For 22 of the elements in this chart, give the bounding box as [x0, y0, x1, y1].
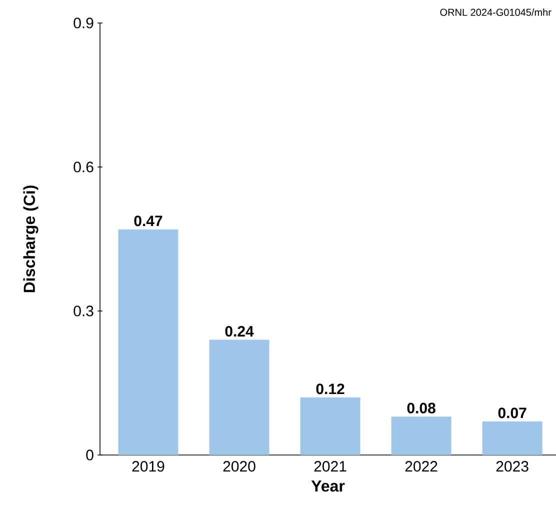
x-tick-label: 2023: [496, 461, 528, 472]
data-label: 0.07: [498, 408, 526, 418]
x-axis-title: Year: [311, 480, 345, 492]
bar: [391, 416, 452, 455]
data-label: 0.12: [316, 384, 344, 394]
bar: [118, 229, 178, 455]
x-tick-label: 2022: [405, 461, 438, 472]
data-label: 0.24: [225, 326, 254, 337]
y-tick-label: 0.9: [74, 18, 94, 28]
y-tick-label: 0: [86, 450, 94, 460]
x-tick-label: 2020: [223, 461, 256, 472]
bar: [209, 340, 270, 455]
y-tick-label: 0.3: [74, 306, 94, 316]
x-tick-label: 2019: [132, 461, 164, 472]
bar: [482, 421, 542, 455]
y-tick-label: 0.6: [74, 162, 94, 172]
data-label: 0.08: [407, 402, 436, 414]
text: ORNL 2024-G01045/mhr: [440, 8, 552, 16]
x-tick-label: 2021: [314, 461, 346, 472]
data-label: 0.47: [134, 216, 162, 226]
y-axis-title: Discharge (Ci): [23, 186, 38, 292]
bar: [300, 397, 360, 455]
